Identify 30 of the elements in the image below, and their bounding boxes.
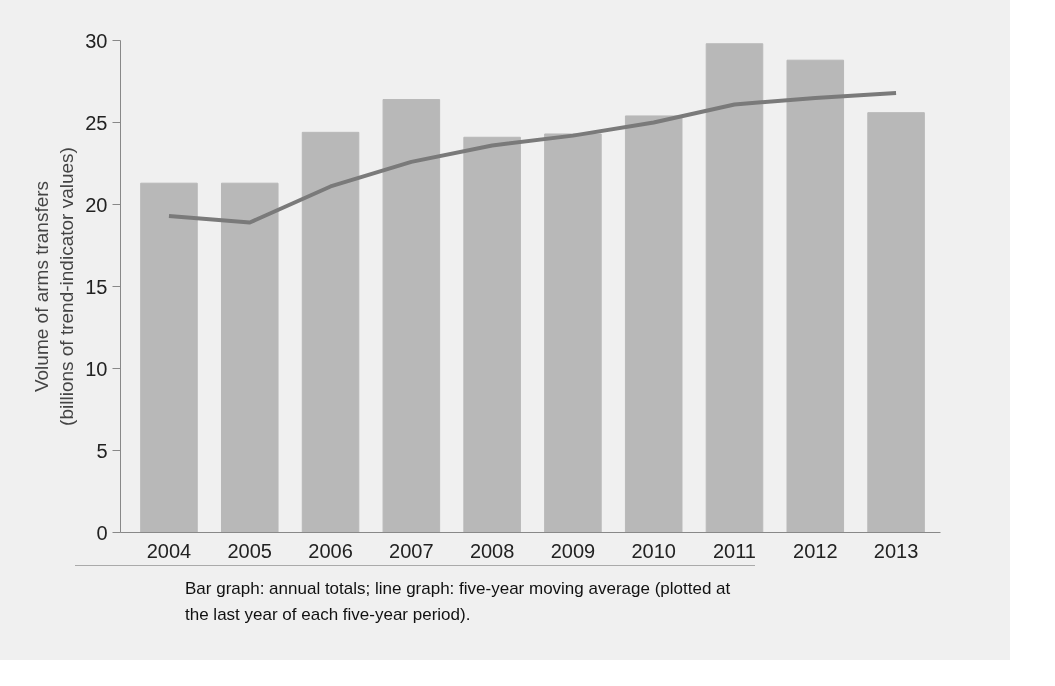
x-tick-label: 2008 (469, 539, 515, 562)
x-tick-label: 2009 (550, 539, 596, 562)
bar (463, 136, 521, 533)
text: Bar graph: annual totals; line graph: five-year moving average (plotted at the last year of each five-year period). (185, 578, 732, 626)
y-tick-label: 25 (85, 111, 108, 134)
line-series (166, 90, 899, 225)
x-tick-label: 2005 (227, 539, 273, 562)
x-tick-label: 2011 (712, 539, 756, 562)
y-tick-label: 10 (85, 357, 108, 380)
x-tick-label: 2012 (793, 539, 838, 562)
bar (544, 133, 602, 533)
bar (220, 182, 279, 533)
bar (624, 115, 683, 533)
bar (301, 131, 360, 533)
bar (382, 99, 441, 533)
bar (786, 59, 845, 533)
x-tick-label: 2007 (389, 539, 434, 562)
bar (867, 112, 925, 533)
x-tick-label: 2004 (146, 539, 192, 562)
y-tick-label: 5 (96, 439, 108, 462)
y-tick-label: 15 (85, 275, 108, 298)
y-axis-title: Volume of arms transfers (billions of trend-indicator values) (31, 147, 78, 426)
x-tick-label: 2006 (308, 539, 353, 562)
x-tick-label: 2010 (631, 539, 676, 562)
x-tick-label: 2013 (873, 539, 919, 562)
y-tick-label: 30 (85, 29, 108, 52)
bar (140, 182, 198, 533)
y-tick-label: 20 (85, 193, 108, 216)
y-tick-label: 0 (96, 521, 108, 544)
bar (705, 43, 764, 533)
